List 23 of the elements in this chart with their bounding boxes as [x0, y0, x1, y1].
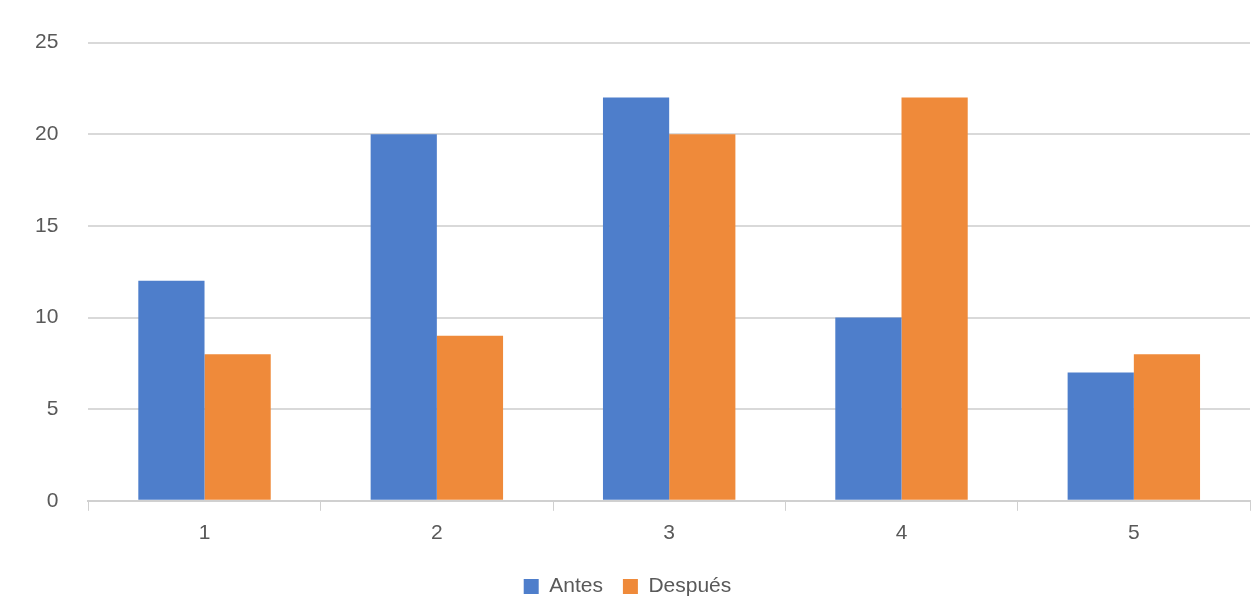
- x-tick-label: 2: [431, 520, 443, 544]
- bar: [1133, 354, 1201, 500]
- y-tick-label: 0: [46, 487, 59, 511]
- bar: [204, 354, 271, 500]
- legend-label: Antes: [549, 573, 603, 597]
- x-tick-label: 1: [198, 520, 211, 544]
- bar: [602, 97, 670, 500]
- bar: [138, 280, 205, 500]
- legend-label: Después: [648, 573, 732, 597]
- y-tick-label: 15: [35, 212, 59, 236]
- bar: [370, 134, 437, 500]
- x-tick-label: 3: [663, 520, 676, 544]
- bar: [436, 335, 504, 500]
- y-tick-label: 25: [35, 29, 59, 53]
- y-tick-label: 5: [46, 395, 59, 419]
- bar: [835, 317, 902, 500]
- bar: [669, 134, 736, 500]
- y-tick-label: 20: [35, 121, 59, 145]
- bar: [901, 97, 968, 500]
- x-tick-label: 5: [1127, 520, 1140, 544]
- y-tick-label: 10: [35, 304, 59, 328]
- x-tick-label: 4: [895, 520, 908, 544]
- bar: [1067, 372, 1134, 500]
